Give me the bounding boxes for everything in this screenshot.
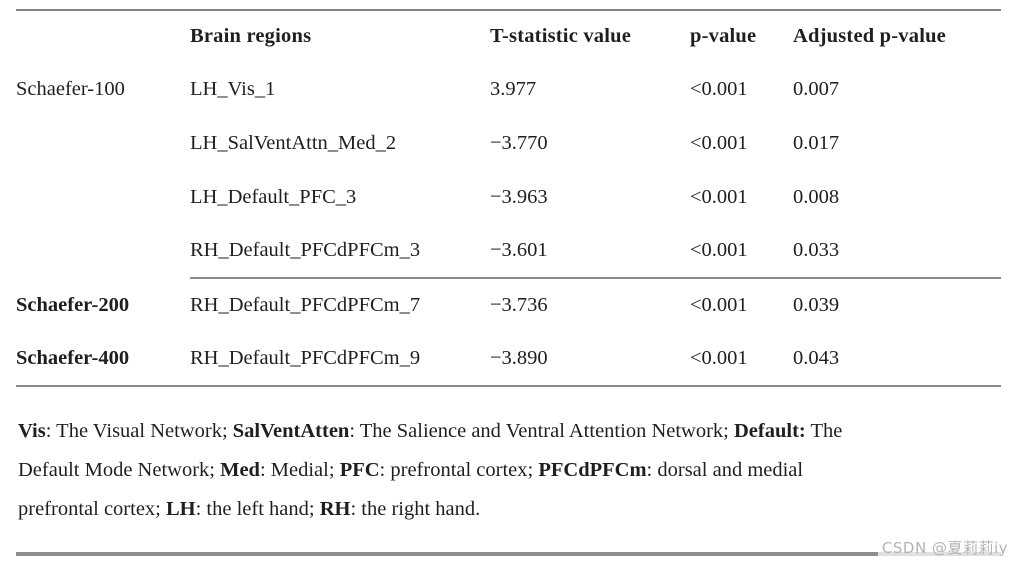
footnote-term: LH: [165, 498, 196, 520]
footnote-text: : dorsal and medial: [646, 459, 804, 481]
footnote-term: Vis: [18, 420, 46, 442]
col-header-group: [16, 9, 190, 62]
table-footnote: Vis: The Visual Network; SalVentAtten: T…: [18, 412, 842, 529]
footnote-term: Med: [220, 459, 260, 481]
cell-region: LH_SalVentAttn_Med_2: [190, 131, 397, 154]
table-row: LH_Default_PFC_3 −3.963 <0.001 0.008: [16, 170, 1001, 224]
footnote-text: : the left hand;: [195, 498, 320, 520]
footnote-line: Vis: The Visual Network; SalVentAtten: T…: [18, 412, 842, 451]
cell-adjusted-p-value: 0.008: [793, 185, 840, 208]
cell-adjusted-p-value: 0.039: [793, 277, 1001, 332]
cell-region: RH_Default_PFCdPFCm_7: [190, 277, 490, 332]
cell-p-value: <0.001: [690, 277, 793, 332]
cell-p-value: <0.001: [690, 185, 748, 208]
footnote-text: : The Visual Network;: [45, 420, 233, 442]
cell-adjusted-p-value: 0.007: [793, 77, 840, 100]
footnote-text: prefrontal cortex;: [18, 498, 166, 520]
footnote-line: Default Mode Network; Med: Medial; PFC: …: [18, 451, 842, 490]
cell-region: RH_Default_PFCdPFCm_9: [190, 332, 490, 387]
bottom-divider-rule: [16, 552, 1001, 556]
cell-t-statistic: −3.736: [490, 277, 690, 332]
statistics-table: Brain regions T-statistic value p-value …: [16, 9, 1001, 387]
cell-t-statistic: −3.963: [490, 185, 548, 208]
table-row: Schaefer-400 RH_Default_PFCdPFCm_9 −3.89…: [16, 332, 1001, 387]
csdn-watermark: CSDN @夏莉莉iy: [877, 536, 1012, 559]
cell-region: LH_Vis_1: [190, 77, 276, 100]
col-header-t-statistic: T-statistic value: [490, 9, 690, 62]
table-row: Schaefer-200 RH_Default_PFCdPFCm_7 −3.73…: [16, 277, 1001, 332]
footnote-term: RH: [319, 498, 351, 520]
cell-group: [16, 224, 190, 278]
footnote-line: prefrontal cortex; LH: the left hand; RH…: [18, 490, 842, 529]
footnote-text: : Medial;: [259, 459, 340, 481]
table-header-row: Brain regions T-statistic value p-value …: [16, 9, 1001, 62]
table-row: Schaefer-100 LH_Vis_1 3.977 <0.001 0.007: [16, 62, 1001, 116]
cell-group: Schaefer-100: [16, 77, 125, 100]
table-row: RH_Default_PFCdPFCm_3 −3.601 <0.001 0.03…: [16, 224, 1001, 278]
cell-adjusted-p-value: 0.043: [793, 332, 1001, 387]
table-row: LH_SalVentAttn_Med_2 −3.770 <0.001 0.017: [16, 116, 1001, 170]
cell-p-value: <0.001: [690, 239, 748, 261]
footnote-term: PFCdPFCm: [538, 459, 647, 481]
footnote-text: : The Salience and Ventral Attention Net…: [349, 420, 734, 442]
footnote-text: Default Mode Network;: [18, 459, 221, 481]
footnote-term: PFC: [339, 459, 380, 481]
cell-group: Schaefer-200: [16, 294, 130, 316]
footnote-term: SalVentAtten: [232, 420, 350, 442]
cell-t-statistic: −3.601: [490, 239, 548, 261]
cell-adjusted-p-value: 0.033: [793, 239, 840, 261]
footnote-text: : prefrontal cortex;: [379, 459, 539, 481]
cell-t-statistic: 3.977: [490, 77, 537, 100]
footnote-text: The: [805, 420, 843, 442]
footnote-text: : the right hand.: [350, 498, 481, 520]
cell-p-value: <0.001: [690, 131, 748, 154]
col-header-adjusted-p-value: Adjusted p-value: [793, 9, 1001, 62]
cell-p-value: <0.001: [690, 77, 748, 100]
cell-p-value: <0.001: [690, 332, 793, 387]
footnote-term: Default:: [734, 420, 806, 442]
cell-region: LH_Default_PFC_3: [190, 185, 357, 208]
cell-region: RH_Default_PFCdPFCm_3: [190, 239, 421, 261]
col-header-brain-regions: Brain regions: [190, 9, 490, 62]
cell-group: [16, 170, 190, 224]
cell-group: Schaefer-400: [16, 332, 190, 387]
cell-t-statistic: −3.890: [490, 332, 690, 387]
col-header-p-value: p-value: [690, 9, 793, 62]
cell-group: [16, 116, 190, 170]
cell-t-statistic: −3.770: [490, 131, 548, 154]
cell-adjusted-p-value: 0.017: [793, 131, 840, 154]
